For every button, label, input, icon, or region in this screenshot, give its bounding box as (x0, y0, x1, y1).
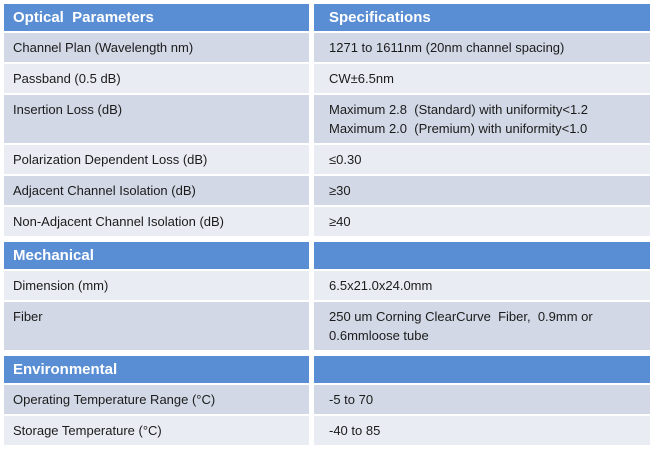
column-header-specifications: Specifications (314, 4, 650, 31)
spec-cell: 6.5x21.0x24.0mm (314, 271, 650, 300)
column-header-optical-parameters: Optical Parameters (4, 4, 309, 31)
param-cell: Passband (0.5 dB) (4, 64, 309, 93)
spec-cell: 1271 to 1611nm (20nm channel spacing) (314, 33, 650, 62)
row-adjacent-channel-isolation: Adjacent Channel Isolation (dB) ≥30 (4, 176, 650, 205)
table-header-row: Optical Parameters Specifications (4, 4, 650, 31)
param-cell: Adjacent Channel Isolation (dB) (4, 176, 309, 205)
spec-cell: -5 to 70 (314, 385, 650, 414)
row-polarization-dependent-loss: Polarization Dependent Loss (dB) ≤0.30 (4, 145, 650, 174)
section-title: Mechanical (4, 242, 309, 269)
spec-cell: ≥30 (314, 176, 650, 205)
param-cell: Non-Adjacent Channel Isolation (dB) (4, 207, 309, 236)
param-cell: Channel Plan (Wavelength nm) (4, 33, 309, 62)
row-dimension: Dimension (mm) 6.5x21.0x24.0mm (4, 271, 650, 300)
param-cell: Operating Temperature Range (°C) (4, 385, 309, 414)
param-cell: Fiber (4, 302, 309, 350)
row-non-adjacent-channel-isolation: Non-Adjacent Channel Isolation (dB) ≥40 (4, 207, 650, 236)
row-channel-plan: Channel Plan (Wavelength nm) 1271 to 161… (4, 33, 650, 62)
section-header-environmental: Environmental (4, 356, 650, 383)
param-cell: Insertion Loss (dB) (4, 95, 309, 143)
row-storage-temperature: Storage Temperature (°C) -40 to 85 (4, 416, 650, 445)
spec-cell: -40 to 85 (314, 416, 650, 445)
param-cell: Dimension (mm) (4, 271, 309, 300)
row-passband: Passband (0.5 dB) CW±6.5nm (4, 64, 650, 93)
spec-cell: 250 um Corning ClearCurve Fiber, 0.9mm o… (314, 302, 650, 350)
section-header-mechanical: Mechanical (4, 242, 650, 269)
spec-cell: Maximum 2.8 (Standard) with uniformity<1… (314, 95, 650, 143)
row-insertion-loss: Insertion Loss (dB) Maximum 2.8 (Standar… (4, 95, 650, 143)
row-operating-temperature-range: Operating Temperature Range (°C) -5 to 7… (4, 385, 650, 414)
spec-table: Optical Parameters Specifications Channe… (4, 4, 650, 447)
param-cell: Storage Temperature (°C) (4, 416, 309, 445)
section-title-spacer (314, 242, 650, 269)
section-title-spacer (314, 356, 650, 383)
row-fiber: Fiber 250 um Corning ClearCurve Fiber, 0… (4, 302, 650, 350)
param-cell: Polarization Dependent Loss (dB) (4, 145, 309, 174)
spec-cell: ≤0.30 (314, 145, 650, 174)
section-title: Environmental (4, 356, 309, 383)
spec-cell: CW±6.5nm (314, 64, 650, 93)
spec-cell: ≥40 (314, 207, 650, 236)
